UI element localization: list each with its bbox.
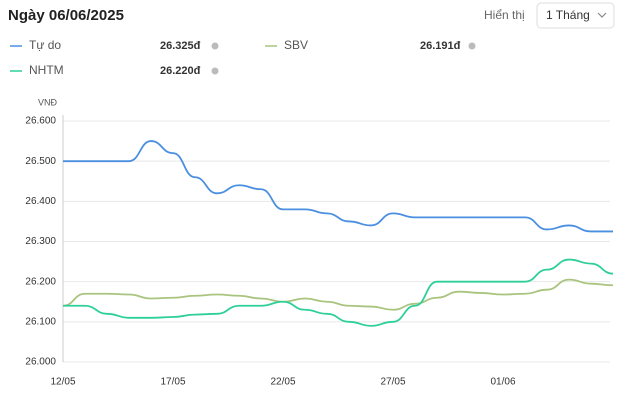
x-tick-label: 01/06	[490, 377, 515, 388]
y-tick-label: 26.100	[25, 316, 56, 327]
series-line	[62, 278, 614, 311]
y-tick-label: 26.600	[25, 116, 56, 127]
info-icon	[211, 67, 219, 75]
legend-value: 26.325đ	[160, 40, 201, 52]
series-line	[63, 258, 614, 327]
x-tick-label: 17/05	[160, 377, 185, 388]
x-tick-label: 12/05	[50, 377, 75, 388]
info-icon	[468, 42, 476, 50]
chart-title: Ngày 06/06/2025	[8, 7, 124, 24]
chevron[interactable]	[597, 12, 607, 18]
x-tick-label: 27/05	[380, 377, 405, 388]
view-label: Hiển thị	[484, 8, 525, 22]
info-icon	[211, 42, 219, 50]
y-tick-label: 26.300	[25, 236, 56, 247]
y-tick-label: 26.200	[25, 276, 56, 287]
y-tick-label: 26.400	[25, 196, 56, 207]
view-select[interactable]: 1 Tháng	[536, 2, 615, 29]
legend-name: SBV	[284, 38, 308, 52]
legend-name: Tự do	[29, 38, 61, 52]
select-text[interactable]: 1 Tháng	[546, 8, 590, 22]
select-box[interactable]	[536, 2, 615, 29]
legend-value: 26.220đ	[160, 65, 201, 77]
legend-name: NHTM	[29, 63, 64, 77]
legend-value: 26.191đ	[420, 40, 461, 52]
y-axis-label: VNĐ	[38, 97, 58, 107]
x-tick-label: 22/05	[270, 377, 295, 388]
y-tick-label: 26.500	[25, 156, 56, 167]
y-tick-label: 26.000	[25, 357, 56, 368]
series-line	[63, 140, 613, 233]
